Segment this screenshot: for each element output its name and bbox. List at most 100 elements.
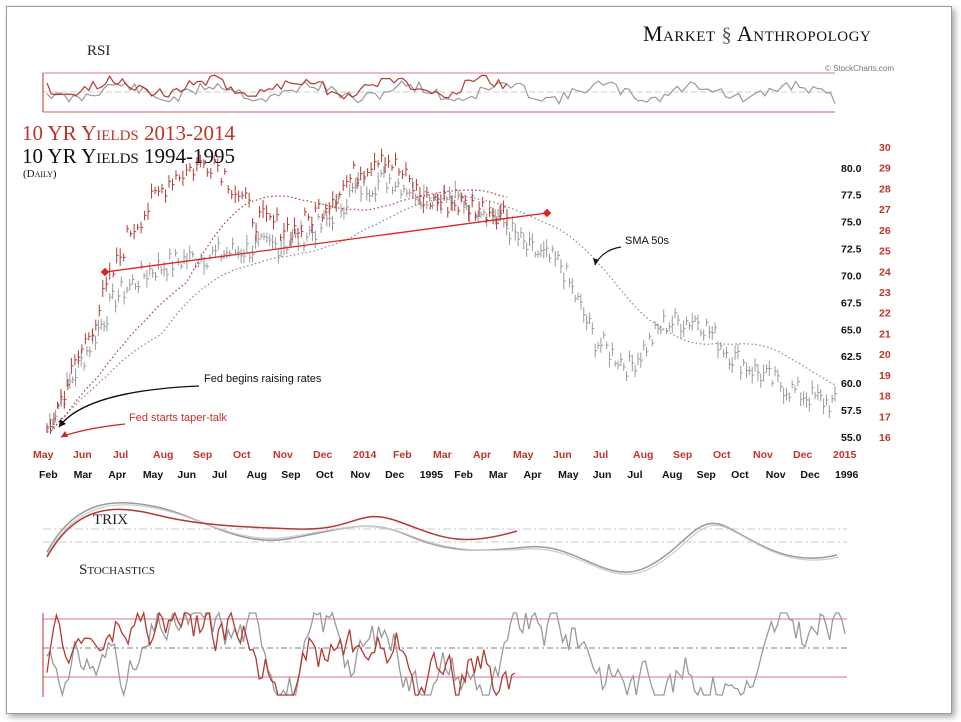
- y-tick-2014: 20: [879, 349, 891, 361]
- x-tick-1995: Dec: [385, 469, 404, 481]
- trix-signal-1995: [46, 504, 840, 575]
- y-tick-2014: 25: [879, 246, 891, 258]
- y-tick-1995: 55.0: [841, 432, 862, 444]
- fed-taper-annotation: Fed starts taper-talk: [129, 412, 227, 424]
- y-tick-1995: 77.5: [841, 190, 862, 202]
- trend-line: [104, 212, 548, 273]
- x-tick-1995: Sep: [697, 469, 716, 481]
- x-tick-1995: 1995: [420, 469, 444, 481]
- x-tick-1995: Jun: [593, 469, 612, 481]
- y-tick-1995: 75.0: [841, 217, 862, 229]
- y-tick-1995: 80.0: [841, 163, 862, 175]
- x-tick-1995: Apr: [108, 469, 126, 481]
- y-tick-2014: 22: [879, 308, 891, 320]
- x-tick-1995: Oct: [316, 469, 334, 481]
- y-tick-2014: 17: [879, 411, 891, 423]
- brand-left: Market: [643, 21, 716, 46]
- fed-taper-arrow: [60, 423, 126, 438]
- y-tick-1995: 62.5: [841, 351, 862, 363]
- y-tick-2014: 27: [879, 204, 891, 216]
- x-tick-1995: Dec: [800, 469, 819, 481]
- stoch-line-2014: [46, 610, 516, 697]
- x-tick-1995: May: [558, 469, 579, 481]
- x-tick-1995: Jul: [627, 469, 642, 481]
- x-tick-2014: Jul: [593, 449, 608, 461]
- x-tick-1995: Mar: [74, 469, 93, 481]
- brand-right: Anthropology: [736, 21, 872, 46]
- fed-raise-annotation: Fed begins raising rates: [204, 373, 322, 385]
- x-tick-2014: Jul: [113, 449, 128, 461]
- y-tick-1995: 65.0: [841, 324, 862, 336]
- x-tick-2014: Sep: [673, 449, 692, 461]
- sma-50-1995: [46, 195, 836, 431]
- stoch-line-1995: [46, 610, 846, 698]
- x-tick-2014: Mar: [433, 449, 452, 461]
- x-tick-1995: Feb: [454, 469, 473, 481]
- y-tick-1995: 57.5: [841, 405, 862, 417]
- x-tick-2014: May: [513, 449, 534, 461]
- y-tick-2014: 30: [879, 142, 891, 154]
- x-tick-1995: Sep: [281, 469, 300, 481]
- trend-start-marker: [100, 267, 110, 277]
- x-tick-2014: Oct: [233, 449, 251, 461]
- x-tick-1995: Aug: [247, 469, 267, 481]
- y-tick-2014: 29: [879, 163, 891, 175]
- x-tick-1995: Oct: [731, 469, 749, 481]
- fed-raise-arrowhead: [59, 419, 66, 427]
- x-tick-2014: Aug: [153, 449, 173, 461]
- x-tick-1995: Jun: [177, 469, 196, 481]
- x-tick-2014: Dec: [313, 449, 332, 461]
- x-tick-1995: Nov: [350, 469, 370, 481]
- x-tick-1995: Jul: [212, 469, 227, 481]
- sma-arrowhead: [593, 258, 599, 265]
- y-tick-1995: 67.5: [841, 297, 862, 309]
- fed-taper-arrowhead: [61, 431, 68, 437]
- y-tick-2014: 23: [879, 287, 891, 299]
- y-tick-2014: 16: [879, 432, 891, 444]
- brand-logo: Market § Anthropology: [643, 21, 871, 47]
- x-tick-1995: Aug: [662, 469, 682, 481]
- subtitle: (Daily): [23, 168, 57, 180]
- sma-annotation: SMA 50s: [625, 235, 670, 247]
- rsi-line-2014: [46, 74, 508, 100]
- x-tick-2014: Apr: [473, 449, 491, 461]
- x-tick-2014: May: [33, 449, 54, 461]
- credit-text: © StockCharts.com: [825, 64, 895, 73]
- x-tick-1995: Nov: [766, 469, 786, 481]
- trix-line-2014: [46, 508, 518, 558]
- x-tick-1995: May: [143, 469, 164, 481]
- title-2014: 10 YR Yields 2013-2014: [22, 121, 236, 145]
- trend-end-marker: [542, 208, 552, 218]
- x-tick-2014: Jun: [73, 449, 92, 461]
- x-tick-1995: Mar: [489, 469, 508, 481]
- x-tick-1995: 1996: [835, 469, 859, 481]
- x-tick-2014: Nov: [753, 449, 773, 461]
- chart-canvas: 80.0 77.5 75.0 72.5 70.0 67.5 65.0 62.5 60.0 57.5…: [33, 72, 891, 698]
- stochastics-label: Stochastics: [79, 562, 155, 578]
- x-tick-2014: Dec: [793, 449, 812, 461]
- y-tick-1995: 70.0: [841, 270, 862, 282]
- y-tick-2014: 19: [879, 370, 891, 382]
- y-tick-2014: 18: [879, 391, 891, 403]
- x-tick-1995: Apr: [524, 469, 542, 481]
- helix-icon: §: [721, 24, 733, 46]
- x-tick-2014: 2014: [353, 449, 377, 461]
- x-tick-2014: Oct: [713, 449, 731, 461]
- sma-arrow: [594, 246, 622, 266]
- y-tick-2014: 26: [879, 225, 891, 237]
- title-1995: 10 YR Yields 1994-1995: [22, 144, 236, 168]
- x-tick-2014: Sep: [193, 449, 212, 461]
- x-tick-2014: 2015: [833, 449, 857, 461]
- x-tick-1995: Feb: [39, 469, 58, 481]
- y-tick-2014: 24: [879, 266, 891, 278]
- y-tick-2014: 21: [879, 328, 891, 340]
- y-tick-1995: 60.0: [841, 378, 862, 390]
- x-tick-2014: Jun: [553, 449, 572, 461]
- trix-label: TRIX: [93, 512, 128, 528]
- fed-raise-arrow: [58, 385, 200, 428]
- y-tick-2014: 28: [879, 183, 891, 195]
- x-tick-2014: Feb: [393, 449, 412, 461]
- rsi-line-1995: [46, 80, 836, 106]
- trix-line-1995: [46, 502, 838, 573]
- chart-frame: 80.0 77.5 75.0 72.5 70.0 67.5 65.0 62.5 60.0 57.5…: [6, 6, 952, 714]
